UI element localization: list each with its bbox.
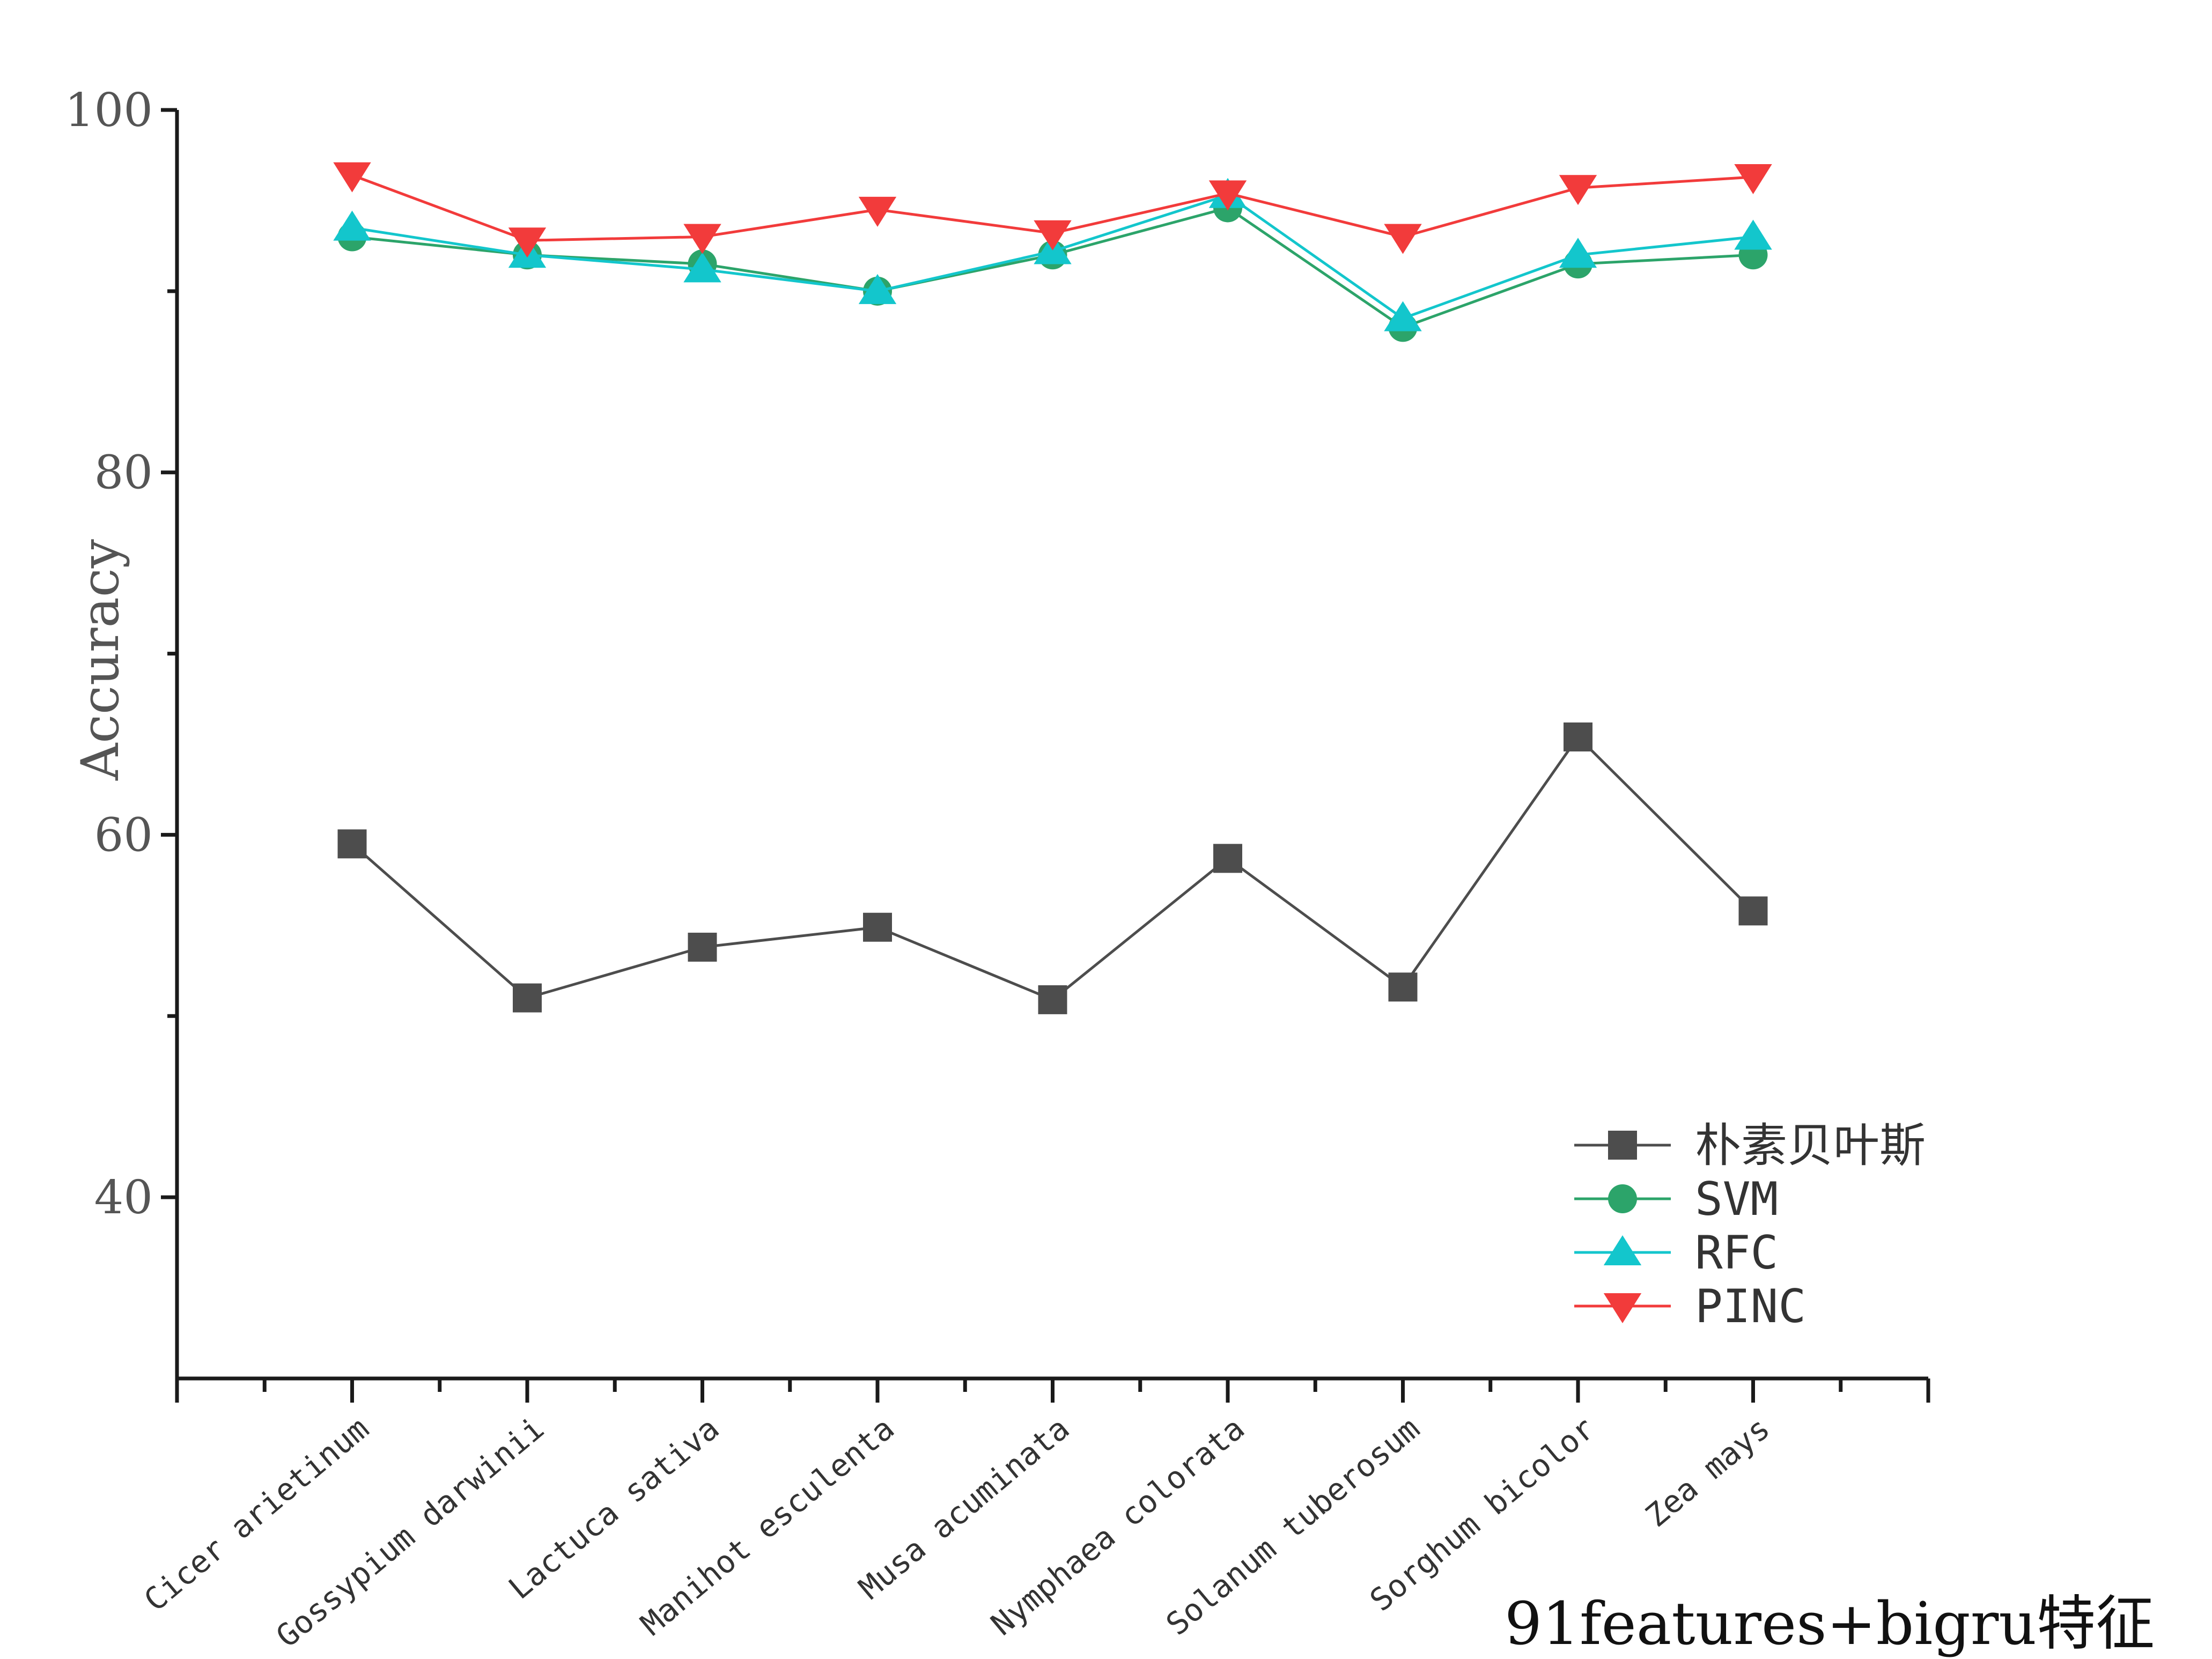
legend-item: RFC — [1574, 1226, 1778, 1280]
data-point — [1384, 301, 1422, 331]
data-point — [333, 210, 371, 241]
y-tick-label: 60 — [94, 808, 153, 862]
data-point — [333, 162, 371, 193]
data-point — [1734, 164, 1772, 195]
data-point — [1213, 844, 1242, 873]
data-point — [683, 224, 721, 254]
data-point — [863, 912, 892, 942]
data-point — [1384, 224, 1422, 254]
data-point — [683, 252, 721, 283]
legend-label: RFC — [1695, 1226, 1778, 1280]
data-point — [1559, 238, 1597, 268]
data-point — [858, 274, 897, 304]
data-point — [1208, 180, 1247, 211]
data-point — [1738, 896, 1768, 926]
data-point — [337, 829, 367, 859]
series-layer — [333, 162, 1772, 1014]
legend-item: 朴素贝叶斯 — [1574, 1119, 1926, 1173]
series-svm — [337, 193, 1768, 342]
data-point — [1559, 175, 1597, 205]
data-point — [513, 983, 542, 1013]
series-朴素贝叶斯 — [337, 722, 1768, 1014]
legend-marker — [1608, 1131, 1637, 1160]
legend-item: PINC — [1574, 1280, 1806, 1333]
data-point — [858, 196, 897, 227]
data-point — [1034, 220, 1072, 250]
footer-caption: 91features+bigru特征 — [1505, 1589, 2155, 1658]
series-rfc — [333, 178, 1772, 331]
y-tick-label: 80 — [94, 446, 153, 500]
legend-marker — [1603, 1235, 1642, 1265]
data-point — [508, 227, 547, 258]
data-point — [1564, 722, 1592, 751]
y-tick-label: 40 — [94, 1171, 153, 1225]
legend-item: SVM — [1574, 1173, 1778, 1226]
legend-marker — [1603, 1293, 1642, 1323]
series-line — [351, 735, 1754, 1001]
legend-label: PINC — [1695, 1280, 1806, 1333]
y-tick-label: 100 — [65, 84, 153, 137]
data-point — [1388, 972, 1418, 1002]
legend-marker — [1608, 1184, 1637, 1213]
legend-label: 朴素贝叶斯 — [1695, 1119, 1926, 1173]
y-axis-label: Accuracy — [70, 539, 130, 781]
series-pinc — [333, 162, 1772, 258]
data-point — [1734, 219, 1772, 250]
data-point — [1038, 985, 1067, 1014]
x-tick-label: Zea mays — [1639, 1410, 1777, 1535]
data-point — [688, 932, 717, 962]
legend-label: SVM — [1695, 1173, 1778, 1226]
